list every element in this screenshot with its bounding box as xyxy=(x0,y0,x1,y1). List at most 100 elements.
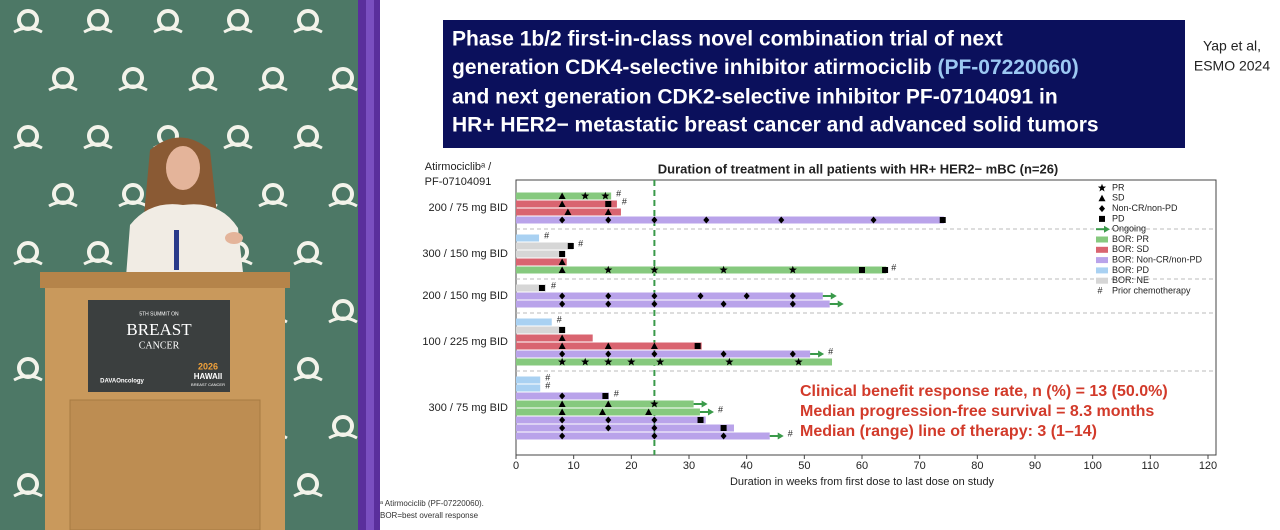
group-label: 200 / 75 mg BID xyxy=(429,202,509,214)
legend-symbol: # xyxy=(1097,285,1102,295)
title-line: HR+ HER2− metastatic breast cancer and a… xyxy=(452,114,1099,137)
prior-chemo-mark: # xyxy=(718,404,723,414)
legend-swatch xyxy=(1096,246,1108,253)
pr-marker xyxy=(794,357,803,366)
title-line: Phase 1b/2 first-in-class novel combinat… xyxy=(452,28,1003,51)
prior-chemo-mark: # xyxy=(544,230,549,240)
duration-bar xyxy=(516,384,541,392)
x-tick-label: 100 xyxy=(1083,460,1101,472)
pr-marker xyxy=(581,357,590,366)
pr-marker xyxy=(1097,183,1107,192)
pd-marker xyxy=(559,251,566,257)
face xyxy=(166,146,200,190)
prior-chemo-mark: # xyxy=(788,428,793,438)
legend-swatch xyxy=(1096,236,1108,243)
x-tick-label: 70 xyxy=(914,460,926,472)
noncr-marker xyxy=(651,216,658,224)
x-tick-label: 50 xyxy=(798,460,810,472)
pd-marker xyxy=(605,201,612,207)
legend-swatch xyxy=(1096,277,1108,284)
duration-bar xyxy=(516,258,567,266)
ongoing-arrow-head xyxy=(707,408,714,416)
legend-label: BOR: PD xyxy=(1112,265,1150,275)
duration-bar xyxy=(516,400,694,408)
sd-marker xyxy=(604,342,612,349)
duration-bar xyxy=(516,266,887,274)
annotation: Median (range) line of therapy: 3 (1–14) xyxy=(800,423,1097,440)
duration-bar xyxy=(516,242,574,250)
logo-base xyxy=(83,258,113,266)
logo-base xyxy=(293,490,323,498)
sign-tag: BREAST CANCER xyxy=(191,382,225,387)
pr-marker xyxy=(581,191,590,200)
noncr-marker xyxy=(605,350,612,358)
logo-base xyxy=(13,258,43,266)
noncr-marker xyxy=(559,216,566,224)
noncr-marker xyxy=(559,292,566,300)
speaker xyxy=(125,137,245,290)
noncr-marker xyxy=(789,300,796,308)
x-tick-label: 120 xyxy=(1199,460,1217,472)
pd-marker xyxy=(720,425,727,431)
noncr-marker xyxy=(559,392,566,400)
noncr-marker xyxy=(789,292,796,300)
x-tick-label: 80 xyxy=(971,460,983,472)
title-highlight: (PF-07220060) xyxy=(937,56,1078,79)
sd-marker xyxy=(558,408,566,415)
group-label: 100 / 225 mg BID xyxy=(422,336,508,348)
citation: ESMO 2024 xyxy=(1194,58,1270,74)
logo-base xyxy=(83,142,113,150)
duration-bar xyxy=(516,200,617,208)
prior-chemo-mark: # xyxy=(545,380,550,390)
podium-top xyxy=(40,272,290,288)
logo-base xyxy=(223,26,253,34)
lanyard-badge xyxy=(174,230,179,270)
prior-chemo-mark: # xyxy=(616,188,621,198)
sign-top: 5TH SUMMIT ON xyxy=(139,311,179,317)
duration-bar xyxy=(516,350,811,358)
noncr-marker xyxy=(789,350,796,358)
group-label: 200 / 150 mg BID xyxy=(422,290,508,302)
pr-marker xyxy=(601,191,610,200)
legend-label: Prior chemotherapy xyxy=(1112,285,1191,295)
legend-label: BOR: Non-CR/non-PD xyxy=(1112,254,1203,264)
noncr-marker xyxy=(559,300,566,308)
ongoing-arrow-head xyxy=(701,400,708,408)
sign-sponsor: DAVAOncology xyxy=(100,379,144,385)
logo-base xyxy=(258,84,288,92)
logo-base xyxy=(13,374,43,382)
noncr-marker xyxy=(559,424,566,432)
sd-marker xyxy=(558,334,566,341)
noncr-marker xyxy=(605,292,612,300)
prior-chemo-mark: # xyxy=(622,196,627,206)
legend-label: BOR: PR xyxy=(1112,234,1150,244)
group-label: 300 / 75 mg BID xyxy=(429,402,509,414)
title-text: generation CDK4-selective inhibitor atir… xyxy=(452,56,932,79)
ongoing-arrow-head xyxy=(837,300,844,308)
duration-bar xyxy=(516,334,593,342)
pd-marker xyxy=(602,393,609,399)
duration-bar xyxy=(516,408,700,416)
sd-marker xyxy=(558,266,566,273)
duration-bar xyxy=(516,326,566,334)
plot-frame xyxy=(515,179,1217,456)
logo-base xyxy=(83,26,113,34)
duration-bar xyxy=(516,424,734,432)
x-tick-label: 20 xyxy=(625,460,637,472)
pr-marker xyxy=(788,265,797,274)
prior-chemo-mark: # xyxy=(828,346,833,356)
noncr-marker xyxy=(605,300,612,308)
noncr-marker xyxy=(720,300,727,308)
sd-marker xyxy=(558,400,566,407)
chart-title: Duration of treatment in all patients wi… xyxy=(658,161,1059,176)
prior-chemo-mark: # xyxy=(891,262,896,272)
footnote: ᵃ Atirmociclib (PF-07220060). xyxy=(380,499,484,508)
sd-marker xyxy=(558,342,566,349)
logo-base xyxy=(13,490,43,498)
logo-base xyxy=(48,200,78,208)
hand xyxy=(225,232,243,244)
duration-bar xyxy=(516,300,830,308)
noncr-marker xyxy=(743,292,750,300)
noncr-marker xyxy=(559,432,566,440)
